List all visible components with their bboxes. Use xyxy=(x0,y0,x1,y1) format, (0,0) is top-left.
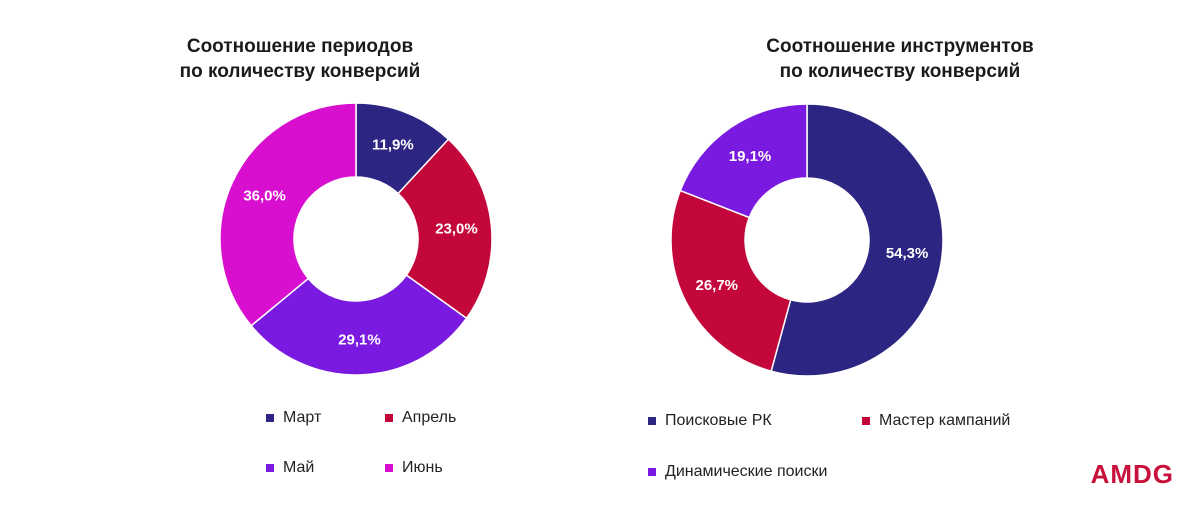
legend-label: Июнь xyxy=(402,459,443,476)
slice-label-0: 54,3% xyxy=(886,245,929,262)
donut-slice-0 xyxy=(770,103,944,377)
donut-slice-1 xyxy=(670,189,792,373)
legend-item-mart: Март xyxy=(266,409,321,427)
chart-title: Соотношение инструментов по количеству к… xyxy=(600,34,1200,84)
slice-label-1: 23,0% xyxy=(435,220,478,237)
slice-label-3: 36,0% xyxy=(243,187,286,204)
chart-title: Соотношение периодов по количеству конве… xyxy=(0,34,600,84)
slice-label-1: 26,7% xyxy=(695,277,738,294)
legend-item-campaign-master: Мастер кампаний xyxy=(862,412,1010,430)
chart-panel-tools: Соотношение инструментов по количеству к… xyxy=(600,0,1200,514)
donut-slice-2 xyxy=(250,274,468,376)
amdg-logo: AMDG xyxy=(1090,459,1174,489)
chart-title-line-2: по количеству конверсий xyxy=(779,61,1021,82)
legend-swatch xyxy=(385,464,393,472)
legend-swatch xyxy=(648,417,656,425)
chart-panel-periods: Соотношение периодов по количеству конве… xyxy=(0,34,600,477)
donut-chart-tools: 54,3% 26,7% 19,1% xyxy=(670,103,944,377)
legend-label: Динамические поиски xyxy=(665,463,828,480)
legend-swatch xyxy=(648,468,656,476)
legend-label: Март xyxy=(283,409,322,426)
legend-label: Поисковые РК xyxy=(665,412,772,429)
legend-item-iyun: Июнь xyxy=(385,459,443,477)
donut-slice-3 xyxy=(219,102,357,327)
legend-item-dynamic-search: Динамические поиски xyxy=(648,463,827,481)
chart-title-line-1: Соотношение инструментов xyxy=(766,36,1034,57)
legend-item-aprel: Апрель xyxy=(385,409,456,427)
legend-label: Май xyxy=(283,459,315,476)
chart-title-line-1: Соотношение периодов xyxy=(186,36,414,57)
legend-swatch xyxy=(266,414,274,422)
slice-label-0: 11,9% xyxy=(372,136,414,153)
legend-swatch xyxy=(862,417,870,425)
legend-label: Апрель xyxy=(402,409,457,426)
legend-swatch xyxy=(266,464,274,472)
legend-swatch xyxy=(385,414,393,422)
slice-label-2: 29,1% xyxy=(338,331,381,348)
legend-item-mai: Май xyxy=(266,459,314,477)
slice-label-2: 19,1% xyxy=(729,148,772,165)
chart-title-line-2: по количеству конверсий xyxy=(179,61,421,82)
legend-label: Мастер кампаний xyxy=(879,412,1011,429)
donut-slice-2 xyxy=(679,103,808,219)
legend-item-search-campaigns: Поисковые РК xyxy=(648,412,772,430)
donut-chart-periods: 11,9% 23,0% 29,1% 36,0% xyxy=(219,102,493,376)
donut-slice-1 xyxy=(397,138,493,320)
